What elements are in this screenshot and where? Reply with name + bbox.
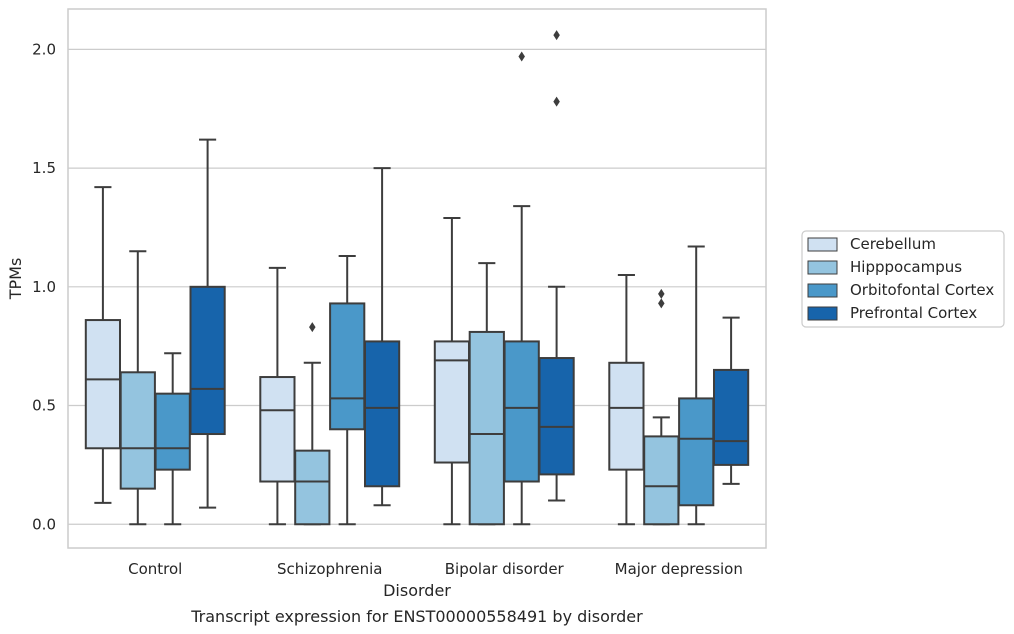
series-hipppocampus	[119, 250, 680, 526]
box-group	[84, 186, 122, 504]
box-group	[329, 254, 366, 526]
box-group	[503, 51, 540, 526]
legend-item: Orbitofontal Cortex	[807, 281, 994, 299]
box	[538, 357, 575, 476]
box-group	[712, 316, 750, 485]
series-cerebellum	[84, 186, 645, 526]
y-tick-label: 2.0	[32, 40, 56, 58]
box	[712, 368, 750, 466]
box	[329, 302, 366, 431]
outlier-point	[553, 30, 560, 41]
legend-label: Hipppocampus	[850, 258, 962, 276]
box-group	[294, 322, 331, 526]
box-group	[119, 250, 156, 526]
x-tick-label: Control	[128, 560, 182, 578]
x-axis-title: Disorder	[383, 581, 451, 600]
box	[84, 319, 122, 450]
box-group	[468, 262, 505, 526]
legend-label: Prefrontal Cortex	[850, 304, 977, 322]
box	[294, 449, 331, 526]
x-tick-label: Major depression	[615, 560, 743, 578]
box-group	[259, 266, 296, 526]
y-tick-labels: 0.0 0.5 1.0 1.5 2.0	[32, 40, 56, 533]
legend-label: Orbitofontal Cortex	[850, 281, 994, 299]
outlier-point	[309, 322, 316, 333]
box	[119, 371, 156, 490]
legend-item: Cerebellum	[807, 235, 936, 253]
box	[678, 397, 715, 507]
box-group	[608, 273, 645, 526]
y-tick-label: 1.0	[32, 278, 56, 296]
box-group	[189, 138, 226, 509]
box	[154, 392, 191, 471]
outlier-point	[553, 96, 560, 107]
box-group	[433, 216, 471, 526]
series-orbitofontal-cortex	[154, 51, 715, 526]
outlier-point	[658, 298, 665, 309]
x-tick-labels: Control Schizophrenia Bipolar disorder Majo…	[128, 560, 743, 578]
legend: Cerebellum Hipppocampus Orbitofontal Corte…	[801, 230, 1005, 328]
box	[259, 376, 296, 483]
legend-frame	[801, 230, 1005, 328]
box-group	[363, 167, 401, 507]
legend-item: Hipppocampus	[807, 258, 962, 276]
legend-swatch	[807, 260, 838, 275]
legend-item: Prefrontal Cortex	[807, 304, 977, 322]
box	[643, 435, 680, 526]
box	[363, 340, 401, 488]
x-tick-label: Bipolar disorder	[445, 560, 565, 578]
y-axis-title: TPMs	[6, 258, 25, 301]
legend-swatch	[807, 283, 838, 298]
box-group	[154, 352, 191, 526]
box-group	[678, 245, 715, 526]
box	[468, 330, 505, 526]
plot-frame	[67, 8, 767, 549]
legend-label: Cerebellum	[850, 235, 936, 253]
figure-caption: Transcript expression for ENST0000055849…	[190, 607, 643, 626]
legend-swatch	[807, 237, 838, 252]
box	[503, 340, 540, 483]
outlier-point	[518, 51, 525, 62]
series-prefrontal-cortex	[189, 30, 750, 509]
legend-swatch	[807, 306, 838, 321]
box-series	[84, 30, 750, 526]
y-tick-label: 0.0	[32, 515, 56, 533]
box	[189, 285, 226, 436]
box-group	[538, 30, 575, 502]
outlier-point	[658, 288, 665, 299]
box-group	[643, 288, 680, 526]
y-tick-label: 1.5	[32, 159, 56, 177]
box	[608, 361, 645, 471]
x-tick-label: Schizophrenia	[277, 560, 382, 578]
y-tick-label: 0.5	[32, 397, 56, 415]
